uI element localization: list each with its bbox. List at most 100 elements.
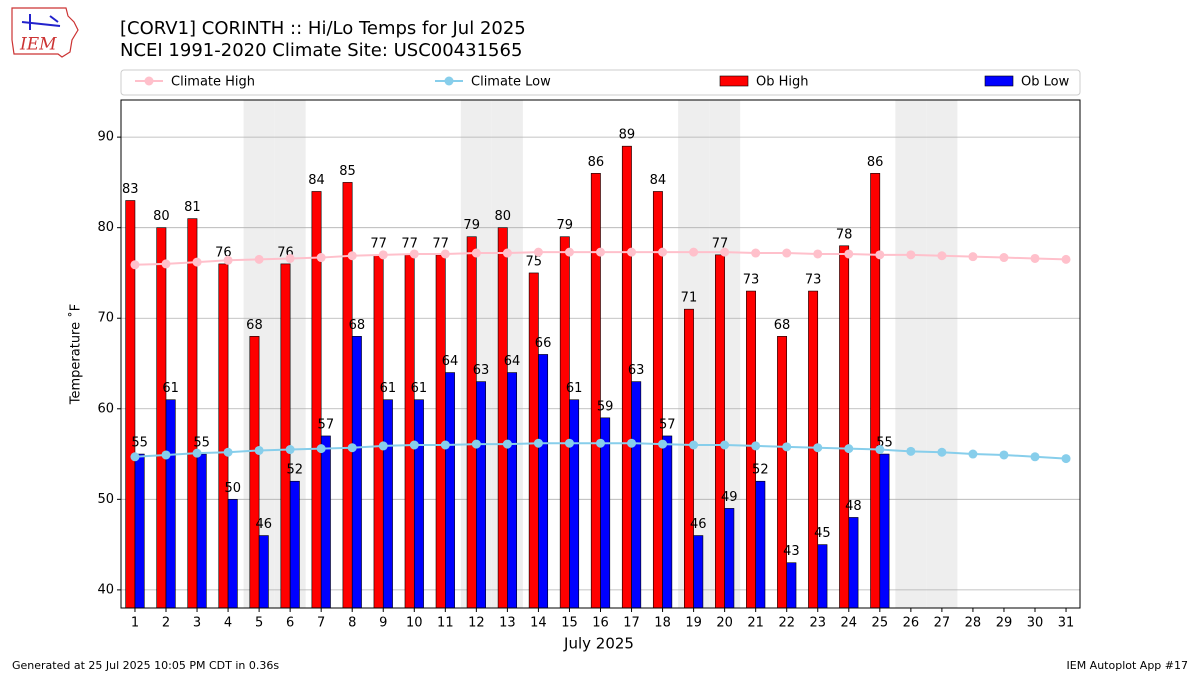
bar bbox=[839, 245, 850, 609]
data-label: 52 bbox=[287, 463, 304, 478]
bar bbox=[715, 254, 725, 609]
line-marker bbox=[161, 450, 171, 460]
data-label: 77 bbox=[712, 236, 729, 251]
data-label: 81 bbox=[184, 200, 201, 215]
legend-label: Ob High bbox=[756, 75, 809, 90]
data-label: 68 bbox=[246, 318, 263, 333]
line-marker bbox=[254, 254, 264, 264]
data-label: 61 bbox=[566, 381, 583, 396]
x-tick-label: 23 bbox=[809, 616, 826, 631]
logo: IEM bbox=[11, 7, 79, 58]
line-marker bbox=[844, 249, 854, 259]
line-marker bbox=[471, 439, 481, 449]
chart-title: [CORV1] CORINTH :: Hi/Lo Temps for Jul 2… bbox=[120, 18, 526, 39]
line-marker bbox=[782, 248, 792, 258]
x-tick-label: 24 bbox=[841, 616, 858, 631]
bar bbox=[165, 399, 176, 609]
x-tick-label: 18 bbox=[654, 616, 671, 631]
line-marker bbox=[968, 449, 978, 459]
bar bbox=[507, 372, 518, 609]
data-label: 52 bbox=[752, 463, 769, 478]
bar bbox=[134, 453, 145, 609]
bar bbox=[373, 254, 384, 609]
data-label: 85 bbox=[339, 164, 356, 179]
bar bbox=[320, 435, 331, 609]
line-marker bbox=[844, 444, 854, 454]
line-marker bbox=[564, 438, 574, 448]
line-marker bbox=[316, 444, 326, 454]
line-marker bbox=[347, 443, 357, 453]
x-tick-label: 4 bbox=[224, 616, 232, 631]
line-marker bbox=[627, 438, 637, 448]
x-axis-label: July 2025 bbox=[563, 635, 634, 653]
line-marker bbox=[689, 440, 699, 450]
data-label: 75 bbox=[526, 254, 543, 269]
line-marker bbox=[813, 443, 823, 453]
x-tick-label: 14 bbox=[530, 616, 547, 631]
bar bbox=[693, 535, 704, 609]
data-label: 46 bbox=[690, 517, 707, 532]
bar bbox=[755, 480, 766, 609]
y-axis-label: Temperature ˚F bbox=[68, 304, 84, 405]
weekend-shade bbox=[926, 100, 958, 608]
data-label: 77 bbox=[370, 236, 387, 251]
bar bbox=[870, 173, 881, 609]
x-tick-label: 6 bbox=[286, 616, 294, 631]
logo-text: IEM bbox=[19, 35, 57, 55]
line-marker bbox=[1030, 452, 1040, 462]
data-label: 79 bbox=[557, 218, 574, 233]
y-tick-label: 90 bbox=[97, 130, 114, 145]
data-label: 50 bbox=[224, 481, 241, 496]
line-marker bbox=[409, 440, 419, 450]
x-tick-label: 1 bbox=[131, 616, 139, 631]
bar bbox=[476, 381, 486, 609]
legend-label: Ob Low bbox=[1021, 75, 1070, 90]
bar bbox=[497, 227, 508, 609]
data-label: 46 bbox=[255, 517, 272, 532]
data-label: 84 bbox=[650, 173, 667, 188]
bar bbox=[280, 263, 291, 609]
line-marker bbox=[937, 251, 947, 261]
data-label: 49 bbox=[721, 490, 738, 505]
line-marker bbox=[254, 445, 264, 455]
bar bbox=[569, 399, 580, 609]
data-label: 68 bbox=[774, 318, 791, 333]
data-label: 79 bbox=[463, 218, 480, 233]
bar bbox=[351, 336, 362, 609]
data-label: 59 bbox=[597, 399, 614, 414]
bar bbox=[879, 453, 890, 609]
data-label: 61 bbox=[411, 381, 428, 396]
bar bbox=[538, 354, 549, 609]
y-tick-label: 60 bbox=[97, 401, 114, 416]
line-marker bbox=[720, 247, 730, 257]
line-marker bbox=[999, 450, 1009, 460]
line-marker bbox=[378, 250, 388, 260]
data-label: 71 bbox=[681, 291, 698, 306]
data-label: 57 bbox=[659, 417, 676, 432]
x-tick-label: 16 bbox=[592, 616, 609, 631]
line-marker bbox=[378, 441, 388, 451]
bar bbox=[445, 372, 455, 609]
data-label: 55 bbox=[131, 436, 148, 451]
line-marker bbox=[502, 439, 512, 449]
y-tick-label: 40 bbox=[97, 582, 114, 597]
bar bbox=[404, 254, 415, 609]
x-tick-label: 12 bbox=[468, 616, 485, 631]
line-marker bbox=[285, 445, 295, 455]
weekend-shade bbox=[895, 100, 927, 608]
data-label: 73 bbox=[743, 273, 760, 288]
line-marker bbox=[875, 250, 885, 260]
bar bbox=[683, 308, 694, 609]
x-tick-label: 29 bbox=[996, 616, 1013, 631]
x-tick-label: 15 bbox=[561, 616, 578, 631]
x-tick-label: 17 bbox=[623, 616, 640, 631]
bar bbox=[724, 508, 735, 609]
line-marker bbox=[471, 248, 481, 258]
data-label: 86 bbox=[867, 155, 884, 170]
bar bbox=[218, 263, 229, 609]
line-marker bbox=[130, 260, 140, 270]
bar bbox=[466, 236, 477, 609]
line-marker bbox=[689, 247, 699, 257]
bar bbox=[382, 399, 393, 609]
y-tick-label: 70 bbox=[97, 311, 114, 326]
